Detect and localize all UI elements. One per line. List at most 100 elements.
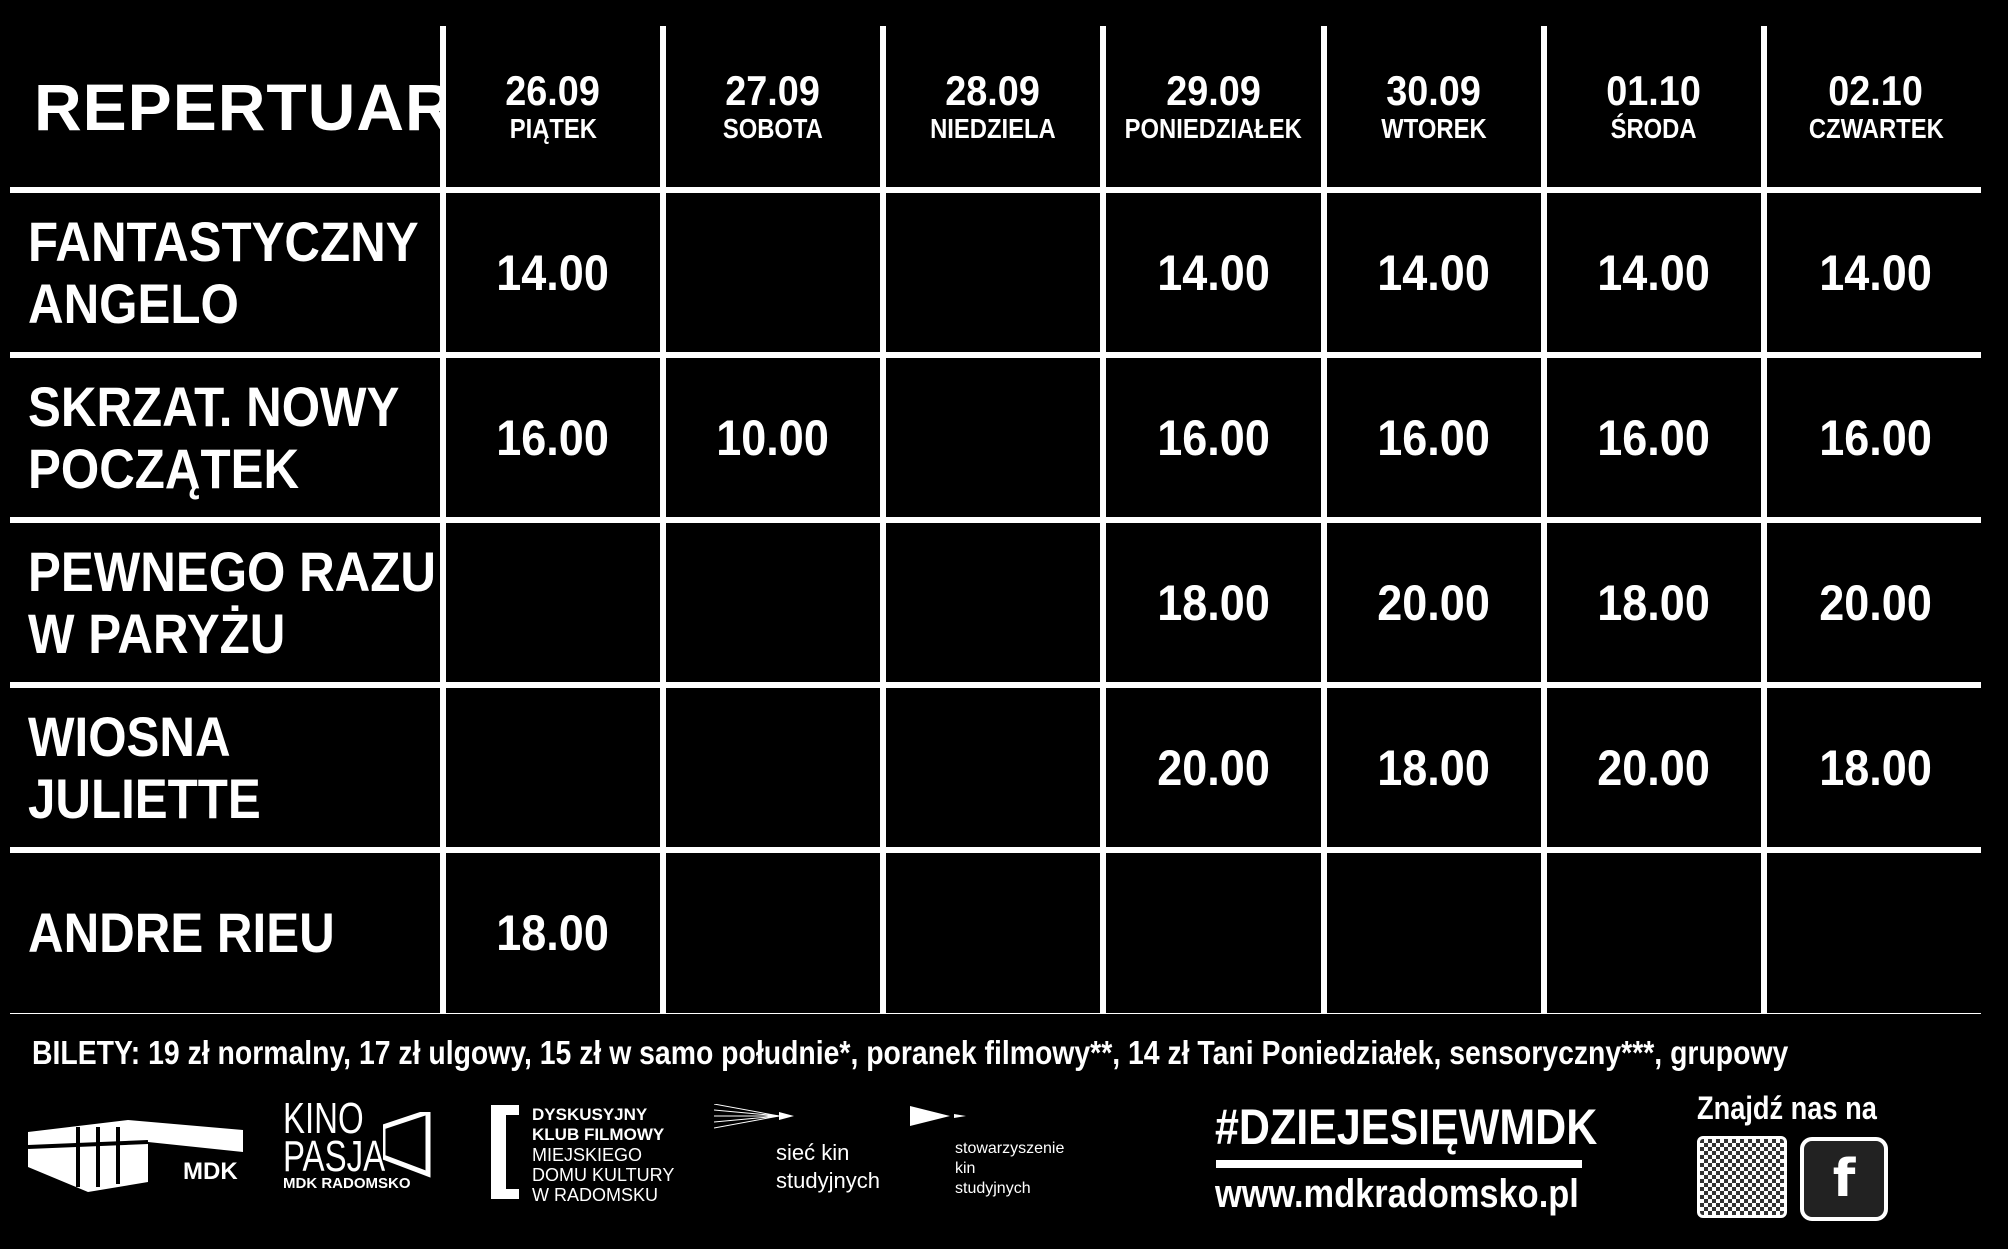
showtime-cell: 20.00 — [1767, 523, 1985, 682]
showtime: 16.00 — [1597, 409, 1711, 466]
showtime: 14.00 — [1597, 244, 1711, 301]
film-title-line: SKRZAT. NOWY — [28, 374, 400, 438]
showtime: 14.00 — [1819, 244, 1933, 301]
showtime-cell — [886, 688, 1100, 847]
showtime: 20.00 — [1157, 739, 1270, 796]
day-date: 26.09 — [505, 66, 601, 114]
showtime-cell — [666, 688, 880, 847]
showtime-cell — [1327, 853, 1541, 1013]
showtime-cell — [886, 523, 1100, 682]
hashtag: #DZIEJESIĘWMDK — [1215, 1099, 1598, 1155]
showtime-cell: 16.00 — [1106, 358, 1321, 517]
day-name: ŚRODA — [1611, 112, 1697, 144]
projector-icon — [383, 1112, 431, 1178]
showtime: 14.00 — [1157, 244, 1270, 301]
day-header: 29.09 PONIEDZIAŁEK — [1106, 26, 1321, 187]
film-title: ANDRE RIEU — [10, 853, 440, 1013]
showtime-cell: 14.00 — [1767, 193, 1985, 352]
mdk-logo: MDK — [27, 1112, 248, 1197]
showtime-cell: 16.00 — [1547, 358, 1761, 517]
showtime-cell: 18.00 — [446, 853, 660, 1013]
showtime-cell — [446, 688, 660, 847]
logo-line: studyjnych — [776, 1168, 880, 1193]
showtime-cell: 14.00 — [446, 193, 660, 352]
logo-line: sieć kin — [776, 1140, 850, 1165]
day-date: 30.09 — [1386, 66, 1482, 114]
day-header: 28.09 NIEDZIELA — [886, 26, 1100, 187]
showtime: 20.00 — [1377, 574, 1491, 631]
page-title: REPERTUAR — [10, 26, 453, 187]
film-title: SKRZAT. NOWY POCZĄTEK — [10, 358, 440, 517]
facebook-icon[interactable]: f — [1800, 1137, 1888, 1221]
showtime-cell: 16.00 — [1327, 358, 1541, 517]
kino-pasja-logo: KINO PASJA MDK RADOMSKO — [283, 1094, 431, 1192]
showtime-cell: 18.00 — [1106, 523, 1321, 682]
dkf-logo: DYSKUSYJNY KLUB FILMOWY MIEJSKIEGO DOMU … — [488, 1105, 674, 1205]
film-strip-face-icon — [491, 1105, 519, 1199]
showtime-cell — [886, 358, 1100, 517]
logo-line: kin — [955, 1160, 976, 1177]
showtime-cell: 14.00 — [1106, 193, 1321, 352]
website-link[interactable]: www.mdkradomsko.pl — [1215, 1172, 1579, 1216]
logo-line: MDK RADOMSKO — [283, 1175, 411, 1192]
showtime-cell — [1767, 853, 1985, 1013]
showtime: 14.00 — [1377, 244, 1491, 301]
logo-line: MIEJSKIEGO — [532, 1145, 643, 1165]
logo-line: stowarzyszenie — [955, 1140, 1065, 1157]
logo-line: PASJA — [283, 1132, 386, 1181]
day-header: 01.10 ŚRODA — [1547, 26, 1761, 187]
film-title: FANTASTYCZNY ANGELO — [10, 193, 440, 352]
showtime-cell — [666, 853, 880, 1013]
day-name: NIEDZIELA — [930, 112, 1056, 144]
showtime: 20.00 — [1819, 574, 1933, 631]
showtime: 16.00 — [1819, 409, 1933, 466]
day-header: 30.09 WTOREK — [1327, 26, 1541, 187]
logo-line: DYSKUSYJNY — [532, 1105, 648, 1124]
beam-icon — [713, 1103, 794, 1129]
showtime-cell — [446, 523, 660, 682]
showtime: 16.00 — [496, 409, 610, 466]
showtime: 16.00 — [1377, 409, 1491, 466]
siec-kin-logo: sieć kin studyjnych — [713, 1103, 880, 1195]
day-name: SOBOTA — [722, 112, 824, 144]
find-us-label: Znajdź nas na — [1697, 1090, 1877, 1126]
day-date: 29.09 — [1166, 66, 1261, 114]
day-header: 02.10 CZWARTEK — [1767, 26, 1985, 187]
logo-line: KINO — [283, 1094, 364, 1143]
showtime-cell — [886, 193, 1100, 352]
showtime: 18.00 — [1819, 739, 1933, 796]
showtime-cell: 18.00 — [1327, 688, 1541, 847]
showtime-cell: 14.00 — [1327, 193, 1541, 352]
mdk-logo-text: MDK — [183, 1158, 238, 1185]
film-title-line: WIOSNA — [28, 704, 231, 768]
film-title: WIOSNA JULIETTE — [10, 688, 440, 847]
showtime-cell — [666, 523, 880, 682]
showtime-cell: 14.00 — [1547, 193, 1761, 352]
showtime-cell: 18.00 — [1767, 688, 1985, 847]
showtime: 18.00 — [1157, 574, 1270, 631]
film-title: PEWNEGO RAZU W PARYŻU — [10, 523, 440, 682]
logo-line: studyjnych — [955, 1180, 1031, 1197]
film-title-line: W PARYŻU — [28, 601, 286, 665]
triangle-icon — [910, 1106, 966, 1126]
day-date: 02.10 — [1828, 66, 1924, 114]
stowarzyszenie-logo: stowarzyszenie kin studyjnych — [910, 1106, 1064, 1199]
film-title-line: ANDRE RIEU — [28, 901, 335, 964]
divider — [1216, 1160, 1582, 1168]
showtime-cell — [1547, 853, 1761, 1013]
showtime: 18.00 — [1597, 574, 1711, 631]
film-title-line: PEWNEGO RAZU — [28, 539, 436, 603]
showtime-cell: 20.00 — [1327, 523, 1541, 682]
showtime-cell: 18.00 — [1547, 523, 1761, 682]
film-title-line: FANTASTYCZNY — [28, 209, 419, 273]
ticket-prices: BILETY: 19 zł normalny, 17 zł ulgowy, 15… — [32, 1034, 1789, 1071]
showtime: 14.00 — [496, 244, 610, 301]
schedule-table: REPERTUAR 26.09 PIĄTEK 27.09 SOBOTA 28.09 NIE… — [10, 26, 1985, 1014]
logo-line: W RADOMSKU — [532, 1185, 658, 1205]
showtime-cell — [886, 853, 1100, 1013]
showtime: 18.00 — [1377, 739, 1491, 796]
showtime-cell — [666, 193, 880, 352]
qr-code-icon[interactable] — [1697, 1136, 1787, 1218]
day-date: 28.09 — [945, 66, 1041, 114]
film-title-line: ANGELO — [28, 271, 239, 335]
